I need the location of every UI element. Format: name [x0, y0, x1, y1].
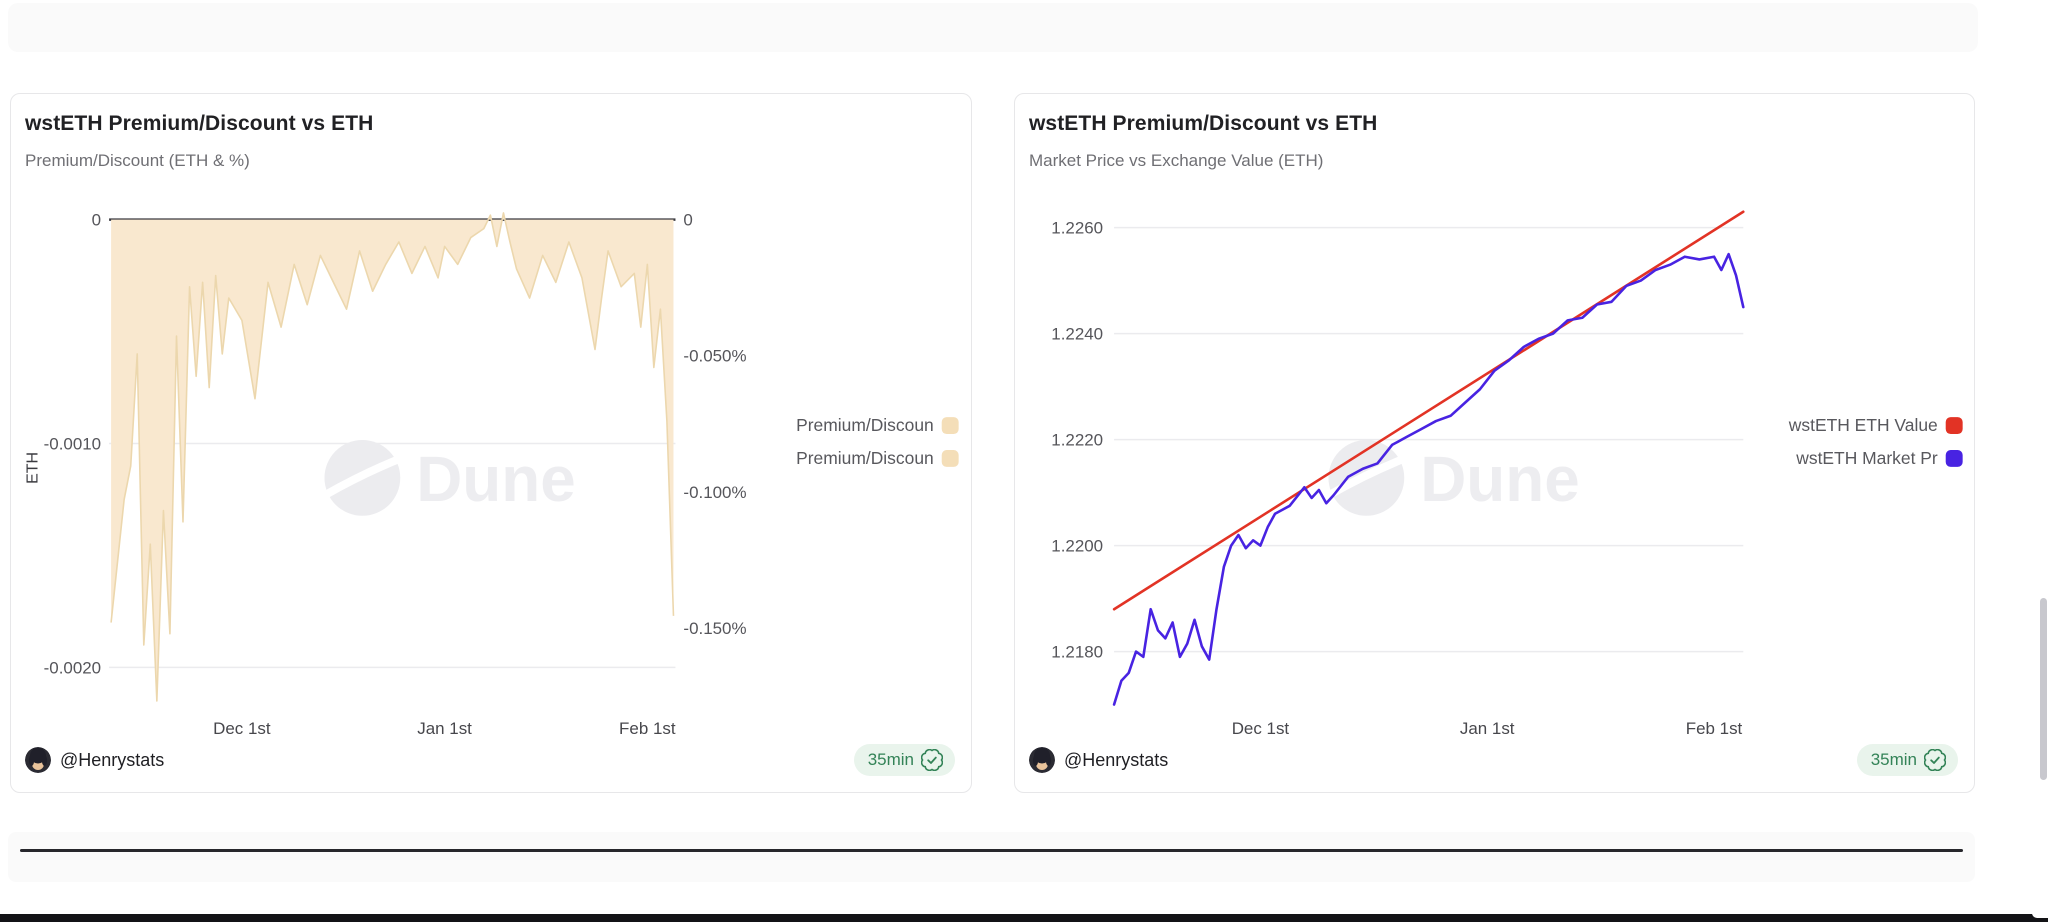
x-axis-tick: Feb 1st [1686, 719, 1743, 738]
legend-label: Premium/Discoun [796, 415, 934, 435]
x-axis-tick: Jan 1st [1460, 719, 1515, 738]
legend-item: wstETH Market Pr [1795, 448, 1963, 468]
y-axis-right-tick: -0.050% [683, 347, 746, 366]
area-series-line [110, 212, 675, 702]
bottom-divider-line [20, 849, 1963, 852]
y-axis-right-tick: -0.150% [683, 619, 746, 638]
line-series [1112, 252, 1745, 706]
y-axis-tick: 1.2260 [1051, 219, 1103, 238]
refresh-badge: 35min [853, 744, 955, 776]
x-axis-tick: Feb 1st [619, 719, 676, 738]
dune-watermark: Dune [1327, 440, 1580, 516]
chart-title: wstETH Premium/Discount vs ETH [1029, 112, 1378, 135]
dune-watermark-text: Dune [416, 443, 575, 515]
y-axis-right-tick: -0.100% [683, 483, 746, 502]
chart-card-market-vs-exchange: wstETH Premium/Discount vs ETH Market Pr… [1014, 93, 1975, 793]
chart-title: wstETH Premium/Discount vs ETH [25, 112, 374, 135]
y-axis-tick: 1.2180 [1051, 643, 1103, 662]
top-bar [8, 3, 1978, 52]
author: @Henrystats [1029, 747, 1168, 773]
verified-check-icon [1924, 749, 1946, 771]
vertical-scrollbar-thumb[interactable] [2040, 598, 2047, 780]
y-axis-right-tick: 0 [683, 211, 692, 230]
dune-watermark: Dune [323, 440, 576, 516]
legend-label: wstETH Market Pr [1795, 448, 1938, 468]
verified-check-icon [921, 749, 943, 771]
refresh-interval-label: 35min [1870, 750, 1917, 769]
chart-footer: @Henrystats 35min [1029, 743, 1958, 777]
refresh-interval-label: 35min [867, 750, 914, 769]
bottom-black-bar [0, 914, 2048, 922]
chart-subtitle: Market Price vs Exchange Value (ETH) [1029, 151, 1324, 170]
y-axis-tick: 1.2220 [1051, 431, 1103, 450]
y-axis-tick: 1.2240 [1051, 325, 1103, 344]
legend-item: wstETH ETH Value [1788, 415, 1963, 435]
y-axis-left-tick: 0 [92, 211, 101, 230]
y-axis-title: ETH [24, 452, 41, 484]
legend-item: Premium/Discoun [796, 415, 959, 435]
chart-card-premium-discount: wstETH Premium/Discount vs ETH Premium/D… [10, 93, 972, 793]
y-axis-left-tick: -0.0020 [44, 658, 101, 677]
market-vs-exchange-line-chart[interactable]: Dune 1.2260 1.2240 1.2220 1.2200 1.2180 Dec 1s… [1015, 94, 1974, 792]
x-axis-tick: Jan 1st [417, 719, 472, 738]
legend-label: wstETH ETH Value [1788, 415, 1938, 435]
legend-swatch [1945, 417, 1963, 435]
author-handle[interactable]: @Henrystats [1064, 749, 1169, 770]
refresh-badge: 35min [1856, 744, 1958, 776]
premium-discount-area-chart[interactable]: Dune 0 -0.0010 -0.0020 0 -0.050% -0.100% -0.150… [11, 94, 971, 792]
avatar-image [25, 747, 51, 773]
y-axis-left-tick: -0.0010 [44, 434, 101, 453]
chart-footer: @Henrystats 35min [25, 743, 955, 777]
author: @Henrystats [25, 747, 164, 773]
chart-subtitle: Premium/Discount (ETH & %) [25, 151, 250, 170]
legend-swatch [1945, 449, 1963, 467]
y-axis-tick: 1.2200 [1051, 537, 1103, 556]
legend-label: Premium/Discoun [796, 448, 934, 468]
legend-item: Premium/Discoun [796, 448, 959, 468]
author-avatar [1029, 747, 1055, 773]
x-axis-tick: Dec 1st [1232, 719, 1290, 738]
avatar-image [1029, 747, 1055, 773]
legend-swatch [941, 417, 959, 435]
author-handle[interactable]: @Henrystats [60, 749, 165, 770]
bottom-bar-corner-notch [2032, 913, 2048, 918]
bottom-panel [8, 832, 1975, 882]
legend-swatch [941, 449, 959, 467]
dune-logo-slash [323, 455, 401, 499]
line-series [1112, 210, 1745, 611]
area-series-fill [111, 212, 674, 701]
dune-watermark-text: Dune [1420, 443, 1580, 515]
author-avatar [25, 747, 51, 773]
x-axis-tick: Dec 1st [213, 719, 271, 738]
